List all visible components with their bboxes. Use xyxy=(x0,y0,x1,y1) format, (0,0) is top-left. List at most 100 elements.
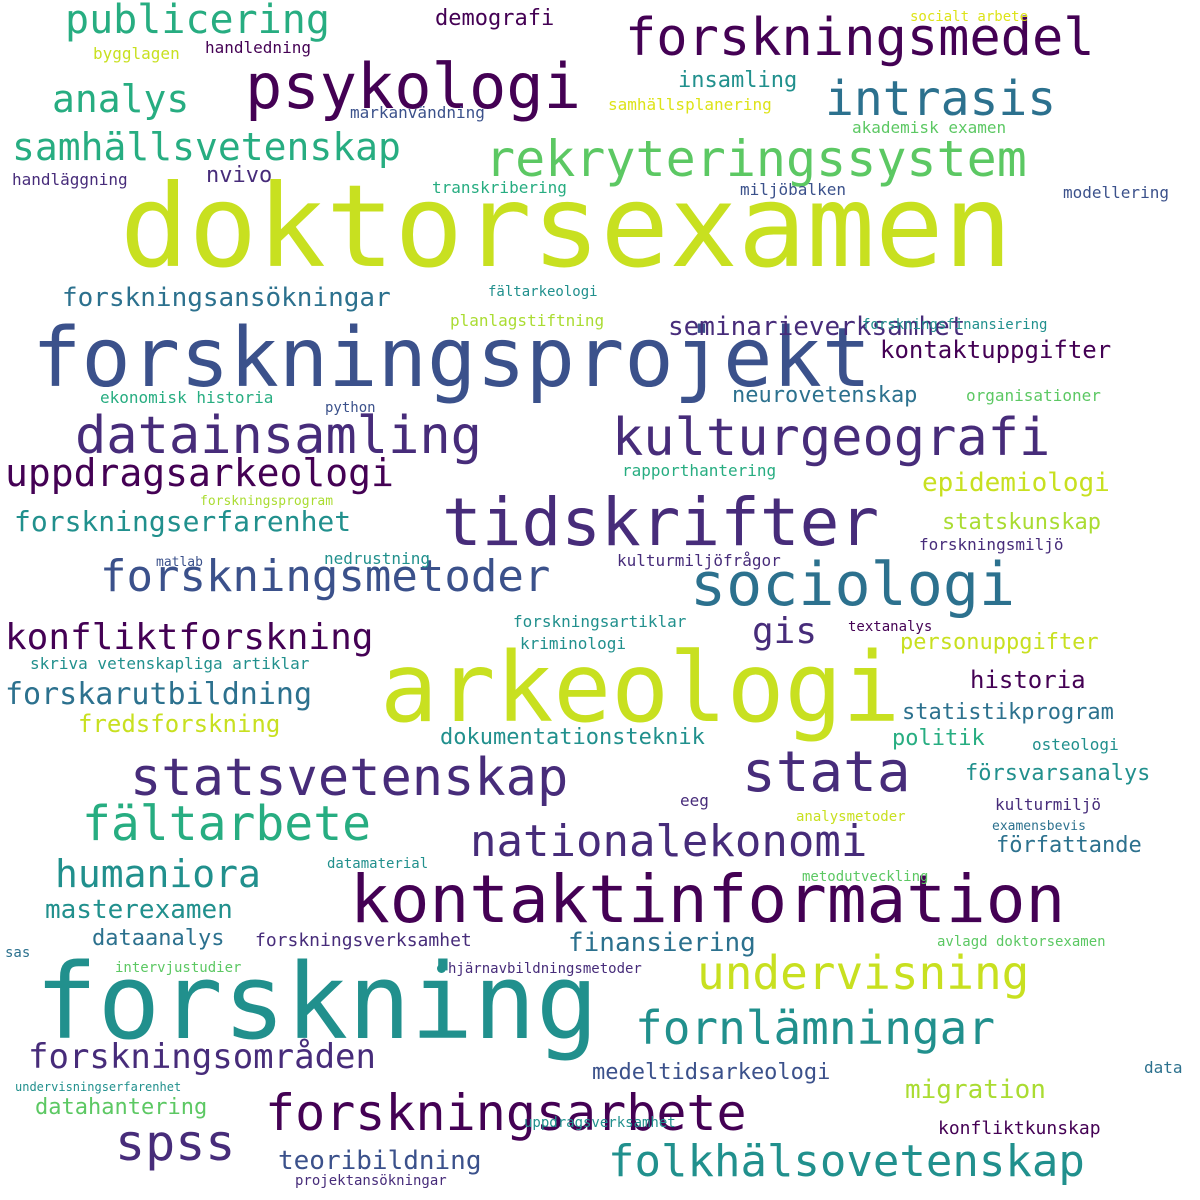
word-62: socialt arbete xyxy=(910,9,1029,25)
word-75: rapporthantering xyxy=(622,461,777,480)
word-49: politik xyxy=(892,726,985,751)
word-91: metodutveckling xyxy=(802,869,929,885)
word-36: gis xyxy=(752,611,818,652)
word-31: seminarieverksamhet xyxy=(668,312,966,342)
word-46: statistikprogram xyxy=(902,700,1114,725)
word-90: datamaterial xyxy=(327,856,429,872)
word-65: handläggning xyxy=(12,170,128,189)
word-23: publicering xyxy=(65,0,330,43)
word-30: forskningsansökningar xyxy=(62,283,391,313)
word-53: insamling xyxy=(678,68,798,93)
word-79: kulturmiljöfrågor xyxy=(617,551,781,570)
word-13: rekryteringssystem xyxy=(485,130,1027,188)
word-55: dataanalys xyxy=(92,926,225,951)
word-60: bygglagen xyxy=(93,44,180,63)
word-17: undervisning xyxy=(697,946,1030,1000)
word-20: folkhälsovetenskap xyxy=(608,1136,1085,1187)
word-32: forskningserfarenhet xyxy=(14,505,352,538)
word-95: hjärnavbildningsmetoder xyxy=(448,961,642,977)
word-44: statskunskap xyxy=(942,510,1101,535)
word-97: undervisningserfarenhet xyxy=(15,1080,182,1094)
word-74: organisationer xyxy=(966,386,1101,405)
word-59: samhällsplanering xyxy=(608,95,772,114)
word-54: nvivo xyxy=(206,163,273,188)
dot-mark xyxy=(437,964,446,973)
word-6: psykologi xyxy=(245,50,581,123)
word-89: examensbevis xyxy=(992,819,1086,834)
word-67: miljöbalken xyxy=(740,180,846,199)
word-27: humaniora xyxy=(55,852,261,896)
word-12: forskningsmedel xyxy=(625,8,1095,68)
word-39: medeltidsarkeologi xyxy=(592,1060,831,1085)
word-14: forskningsmetoder xyxy=(100,551,551,602)
word-43: neurovetenskap xyxy=(732,383,918,408)
word-29: analys xyxy=(52,77,190,121)
word-5: kontaktinformation xyxy=(350,861,1066,938)
word-87: kulturmiljö xyxy=(995,795,1101,814)
word-50: försvarsanalys xyxy=(965,761,1151,786)
word-84: skriva vetenskapliga artiklar xyxy=(30,654,310,673)
word-92: avlagd doktorsexamen xyxy=(937,934,1106,950)
word-21: intrasis xyxy=(825,71,1057,127)
word-35: forskarutbildning xyxy=(5,677,313,712)
word-81: forskningsartiklar xyxy=(513,612,687,631)
word-10: statsvetenskap xyxy=(130,748,569,808)
word-7: datainsamling xyxy=(75,406,482,466)
word-77: matlab xyxy=(156,555,203,570)
word-85: osteologi xyxy=(1032,735,1119,754)
word-40: teoribildning xyxy=(278,1146,482,1176)
word-96: data xyxy=(1144,1058,1183,1077)
word-83: textanalys xyxy=(848,619,933,635)
word-64: akademisk examen xyxy=(852,118,1007,137)
word-86: eeg xyxy=(680,791,709,810)
word-9: sociologi xyxy=(690,550,1016,620)
word-11: stata xyxy=(742,740,911,805)
word-38: masterexamen xyxy=(45,895,233,925)
word-99: projektansökningar xyxy=(295,1173,447,1189)
word-71: forskningsfinansiering xyxy=(862,317,1048,333)
word-37: historia xyxy=(970,666,1086,694)
word-73: python xyxy=(325,400,376,416)
word-25: konfliktforskning xyxy=(5,617,374,658)
word-18: fornlämningar xyxy=(635,1001,996,1055)
word-66: transkribering xyxy=(432,178,567,197)
word-19: forskningsarbete xyxy=(265,1084,747,1142)
word-63: markanvändning xyxy=(350,103,485,122)
word-52: demografi xyxy=(435,6,555,31)
word-3: forskning xyxy=(35,941,599,1063)
word-47: fredsforskning xyxy=(78,710,281,738)
word-72: ekonomisk historia xyxy=(100,388,274,407)
word-78: nedrustning xyxy=(324,549,430,568)
word-56: datahantering xyxy=(35,1095,208,1120)
word-4: tidskrifter xyxy=(442,484,880,561)
word-98: uppdragsverksamhet xyxy=(524,1115,676,1131)
word-61: handledning xyxy=(205,38,311,57)
word-24: uppdragsarkeologi xyxy=(5,451,394,495)
word-51: författande xyxy=(996,833,1142,858)
word-57: forskningsverksamhet xyxy=(255,930,472,951)
word-33: kontaktuppgifter xyxy=(880,336,1112,364)
word-16: nationalekonomi xyxy=(470,816,868,867)
word-70: planlagstiftning xyxy=(450,311,605,330)
word-28: spss xyxy=(115,1114,236,1172)
word-80: forskningsmiljö xyxy=(919,535,1064,554)
word-1: forskningsprojekt xyxy=(32,311,872,406)
word-41: migration xyxy=(905,1075,1046,1105)
word-2: arkeologi xyxy=(380,632,901,744)
word-26: forskningsområden xyxy=(28,1037,376,1077)
word-68: modellering xyxy=(1063,183,1169,202)
word-58: konfliktkunskap xyxy=(938,1118,1101,1139)
word-88: analysmetoder xyxy=(796,809,906,825)
word-48: dokumentationsteknik xyxy=(440,725,705,750)
word-76: forskningsprogram xyxy=(200,494,334,509)
word-45: personuppgifter xyxy=(900,630,1099,655)
word-8: kulturgeografi xyxy=(612,408,1051,468)
word-42: finansiering xyxy=(568,928,756,958)
word-34: epidemiologi xyxy=(922,468,1110,498)
word-93: sas xyxy=(5,945,31,961)
word-82: kriminologi xyxy=(520,634,626,653)
word-15: fältarbete xyxy=(82,796,371,852)
word-94: intervjustudier xyxy=(115,960,242,976)
word-69: fältarkeologi xyxy=(488,284,598,300)
